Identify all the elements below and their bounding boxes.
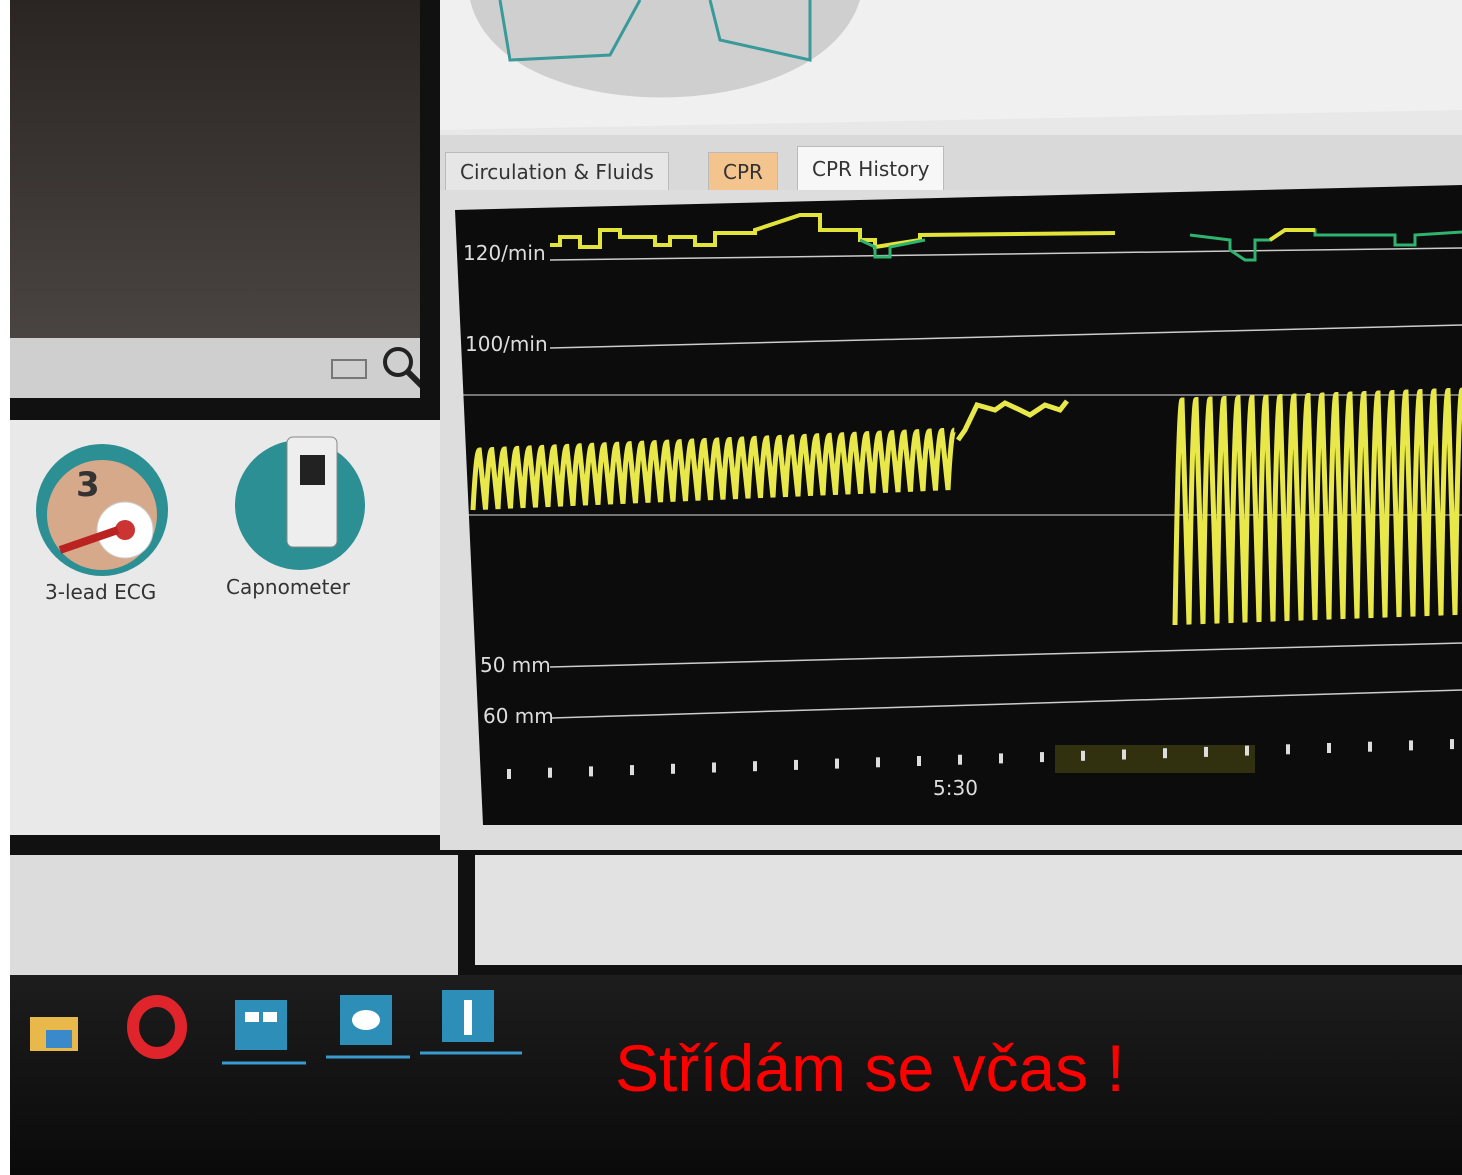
time-tick [630,765,634,775]
time-tick [1409,740,1413,750]
depth-label: 60 mm [483,704,554,728]
rate-label: 120/min [463,241,546,265]
body-view [440,0,1462,135]
time-tick [1286,744,1290,754]
time-tick [753,761,757,771]
time-tick [1122,750,1126,760]
search-bar [10,338,420,398]
time-tick [1368,742,1372,752]
cpr-history-chart: 120/min 100/min 50 mm 60 mm 5:30 [455,185,1462,825]
device-label: 3-lead ECG [45,580,156,604]
time-tick [1450,739,1454,749]
time-tick [1040,752,1044,762]
time-tick [589,766,593,776]
time-tick [1163,748,1167,758]
screen-photo: 3 3-lead ECG Capnometer Circulation & Fl… [0,0,1462,1175]
device-label: Capnometer [226,575,350,599]
slide-edge [0,0,10,1175]
time-label: 5:30 [933,776,978,800]
search-icon [10,338,420,398]
time-tick [1204,747,1208,757]
time-tick [1081,751,1085,761]
left-bottom-panel [10,855,458,975]
left-shadow [10,0,420,345]
body-figure [440,0,1462,135]
time-tick [507,769,511,779]
bottom-panel [475,855,1462,965]
time-tick [1327,743,1331,753]
rate-label: 100/min [465,332,548,356]
time-tick [835,759,839,769]
time-tick [999,753,1003,763]
time-tick [1245,746,1249,756]
time-tick [917,756,921,766]
time-tick [794,760,798,770]
time-tick [876,757,880,767]
time-tick [548,768,552,778]
depth-label: 50 mm [480,653,551,677]
time-tick [958,755,962,765]
device-panel: 3 3-lead ECG Capnometer [10,420,452,835]
ecg-badge: 3 [76,465,100,505]
caption: Střídám se včas ! [615,1030,1125,1106]
time-tick [671,764,675,774]
taskbar-icons [10,975,610,1075]
time-tick [712,763,716,773]
